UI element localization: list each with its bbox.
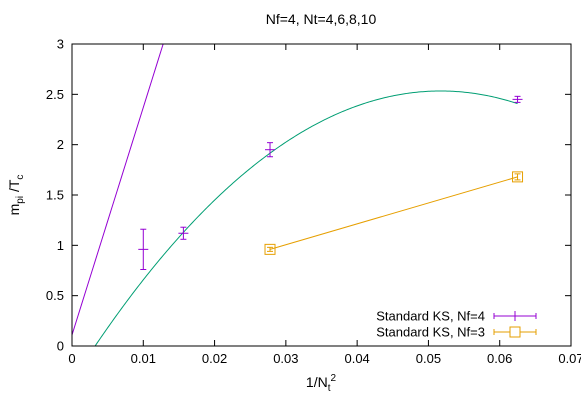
x-axis: 0 0.01 0.02 0.03 0.04 0.05 0.06 0.07 xyxy=(68,44,581,366)
legend-key-0 xyxy=(493,311,537,321)
series-1-point-0 xyxy=(264,243,276,255)
y-axis: 0 0.5 1 1.5 2 2.5 3 xyxy=(46,37,571,354)
chart-title: Nf=4, Nt=4,6,8,10 xyxy=(266,11,377,27)
y-axis-label-subscript-2: c xyxy=(15,175,26,180)
plot-frame xyxy=(71,43,572,347)
series-1-point-1 xyxy=(512,171,524,183)
x-tick-label-7: 0.07 xyxy=(558,351,581,366)
x-tick-label-4: 0.04 xyxy=(344,351,369,366)
y-axis-label-subscript-1: pi xyxy=(15,196,26,204)
series-1-line xyxy=(269,176,518,250)
quadratic-fit-curve xyxy=(94,90,518,346)
series-1-errorbar-0 xyxy=(267,246,274,252)
x-axis-label-superscript: 2 xyxy=(331,373,337,384)
legend-key-1 xyxy=(493,326,537,338)
x-tick-label-0: 0 xyxy=(68,351,75,366)
series-1-errorbar-1 xyxy=(514,173,521,181)
legend-label-1: Standard KS, Nf=3 xyxy=(376,325,485,340)
x-axis-label-base: 1/N xyxy=(306,374,328,390)
series-layer xyxy=(138,95,524,270)
x-tick-label-3: 0.03 xyxy=(273,351,298,366)
y-tick-label-6: 3 xyxy=(57,37,64,52)
x-axis-label: 1/Nt2 xyxy=(306,373,337,394)
x-tick-label-1: 0.01 xyxy=(131,351,156,366)
legend-label-0: Standard KS, Nf=4 xyxy=(376,309,485,324)
y-tick-label-0: 0 xyxy=(57,339,64,354)
x-tick-label-6: 0.06 xyxy=(487,351,512,366)
y-tick-label-2: 1 xyxy=(57,238,64,253)
series-1 xyxy=(264,171,524,255)
linear-fit-line xyxy=(72,44,164,336)
x-tick-label-2: 0.02 xyxy=(202,351,227,366)
y-tick-label-1: 0.5 xyxy=(46,288,64,303)
series-0 xyxy=(138,95,523,270)
fit-lines xyxy=(72,44,518,346)
y-tick-label-3: 1.5 xyxy=(46,188,64,203)
y-axis-label-mid: /T xyxy=(6,179,22,196)
y-tick-label-5: 2.5 xyxy=(46,87,64,102)
y-tick-label-4: 2 xyxy=(57,137,64,152)
x-tick-label-5: 0.05 xyxy=(416,351,441,366)
y-axis-label-base: m xyxy=(6,204,22,216)
x-axis-label-subscript: t xyxy=(328,383,331,394)
y-axis-label: mpi /Tc xyxy=(6,175,26,216)
